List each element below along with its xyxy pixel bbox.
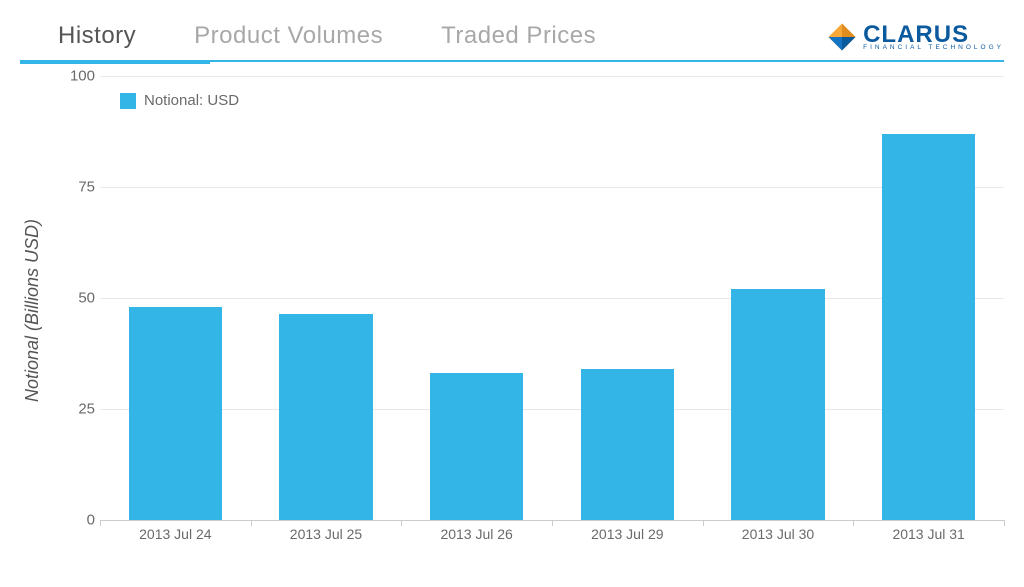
x-tick — [1004, 520, 1005, 526]
x-tick — [853, 520, 854, 526]
x-tick-label: 2013 Jul 31 — [892, 526, 964, 542]
x-tick-label: 2013 Jul 30 — [742, 526, 814, 542]
y-tick-label: 50 — [60, 290, 95, 307]
chart-gridline — [100, 409, 1004, 410]
chart-legend: Notional: USD — [120, 92, 239, 109]
header-bar: History Product Volumes Traded Prices CL… — [0, 0, 1024, 60]
tab-traded-prices[interactable]: Traded Prices — [423, 8, 636, 60]
chart-bar — [129, 307, 222, 520]
x-tick-label: 2013 Jul 24 — [139, 526, 211, 542]
chart-bar — [882, 134, 975, 520]
x-tick-label: 2013 Jul 29 — [591, 526, 663, 542]
y-axis-title: Notional (Billions USD) — [23, 218, 44, 401]
chart-area: 02550751002013 Jul 242013 Jul 252013 Jul… — [100, 76, 1004, 544]
y-tick-label: 25 — [60, 401, 95, 418]
x-tick — [703, 520, 704, 526]
y-tick-label: 100 — [60, 68, 95, 85]
legend-swatch — [120, 93, 136, 109]
brand-tagline: FINANCIAL TECHNOLOGY — [863, 45, 1004, 52]
y-tick-label: 0 — [60, 512, 95, 529]
x-tick-label: 2013 Jul 25 — [290, 526, 362, 542]
chart-bar — [279, 314, 372, 520]
x-tick — [552, 520, 553, 526]
x-tick — [401, 520, 402, 526]
chart-bar — [731, 289, 824, 520]
chart-bar — [581, 369, 674, 520]
y-axis-title-container: Notional (Billions USD) — [18, 76, 48, 544]
tab-underline-active — [20, 60, 210, 64]
chart-bar — [430, 373, 523, 520]
chart-gridline — [100, 76, 1004, 77]
tab-underline — [20, 60, 1004, 64]
x-tick — [251, 520, 252, 526]
brand-logo: CLARUS FINANCIAL TECHNOLOGY — [827, 22, 1004, 60]
y-tick-label: 75 — [60, 179, 95, 196]
brand-diamond-icon — [827, 22, 857, 52]
x-tick — [100, 520, 101, 526]
chart-gridline — [100, 187, 1004, 188]
tabs: History Product Volumes Traded Prices — [40, 0, 636, 60]
legend-label: Notional: USD — [144, 92, 239, 109]
x-tick-label: 2013 Jul 26 — [440, 526, 512, 542]
tab-history[interactable]: History — [40, 8, 176, 60]
tab-product-volumes[interactable]: Product Volumes — [176, 8, 423, 60]
chart-plot: 02550751002013 Jul 242013 Jul 252013 Jul… — [100, 76, 1004, 544]
chart-gridline — [100, 298, 1004, 299]
